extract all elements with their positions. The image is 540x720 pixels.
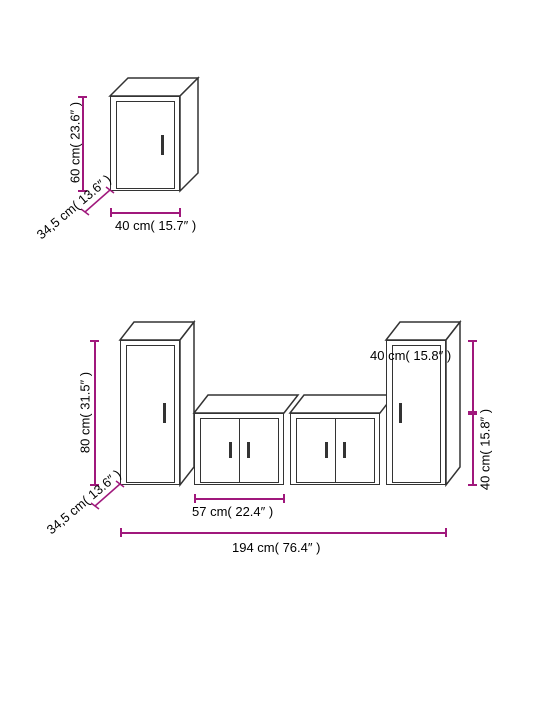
left-tall-inset-l	[126, 345, 127, 482]
left-tall-front	[120, 340, 180, 485]
lower-dim-194-tick-l	[120, 528, 122, 537]
left-tall-handle	[163, 403, 166, 423]
diagram-stage: 60 cm( 23.6″ ) 40 cm( 15.7″ ) 34,5 cm( 1…	[0, 0, 540, 720]
upper-door-inset-right	[174, 101, 175, 188]
lower-57-label: 57 cm( 22.4″ )	[192, 504, 273, 519]
upper-cabinet-front	[110, 96, 180, 191]
mid1-handle-l	[229, 442, 232, 458]
right-tall-inset-r	[440, 345, 441, 482]
mid2-handle-l	[325, 442, 328, 458]
upper-door-inset-bottom	[116, 188, 175, 189]
lower-dim-194-line	[120, 532, 446, 534]
lower-dim-40l-tick-b	[468, 484, 477, 486]
mid1-inset-b	[200, 482, 279, 483]
upper-height-label: 60 cm( 23.6″ )	[68, 88, 83, 198]
lower-dim-80-tick-t	[90, 340, 99, 342]
upper-dim-width-tick-r	[179, 208, 181, 217]
mid2-inset-b	[296, 482, 375, 483]
upper-door-inset-left	[116, 101, 117, 188]
mid2-inset-t	[296, 418, 375, 419]
lower-dim-40l-tick-t	[468, 413, 477, 415]
upper-width-label: 40 cm( 15.7″ )	[115, 218, 196, 233]
mid2-handle-r	[343, 442, 346, 458]
mid1-inset-t	[200, 418, 279, 419]
mid1-inset-l	[200, 418, 201, 482]
lower-194-label: 194 cm( 76.4″ )	[232, 540, 320, 555]
lower-80-label: 80 cm( 31.5″ )	[78, 358, 93, 468]
mid2-center	[335, 418, 336, 482]
upper-cabinet-side	[180, 78, 210, 198]
right-tall-handle	[399, 403, 402, 423]
lower-dim-40u-tick-t	[468, 340, 477, 342]
mid1-front	[194, 413, 284, 485]
right-tall-inset-b	[392, 482, 441, 483]
lower-dim-194-tick-r	[445, 528, 447, 537]
right-tall-inset-l	[392, 345, 393, 482]
upper-cabinet-handle	[161, 135, 164, 155]
lower-40l-label: 40 cm( 15.8″ )	[478, 395, 493, 505]
mid2-inset-l	[296, 418, 297, 482]
mid2-inset-r	[374, 418, 375, 482]
lower-dim-57-tick-r	[283, 494, 285, 503]
left-tall-inset-t	[126, 345, 175, 346]
mid1-handle-r	[247, 442, 250, 458]
mid1-center	[239, 418, 240, 482]
lower-dim-80-line	[94, 340, 96, 485]
lower-dim-57-line	[194, 498, 284, 500]
left-tall-inset-b	[126, 482, 175, 483]
lower-40u-label: 40 cm( 15.8″ )	[370, 348, 520, 363]
mid2-front	[290, 413, 380, 485]
lower-dim-57-tick-l	[194, 494, 196, 503]
lower-dim-40l-line	[472, 413, 474, 485]
left-tall-inset-r	[174, 345, 175, 482]
upper-door-inset-top	[116, 101, 175, 102]
right-tall-inset-t	[392, 345, 441, 346]
mid1-inset-r	[278, 418, 279, 482]
